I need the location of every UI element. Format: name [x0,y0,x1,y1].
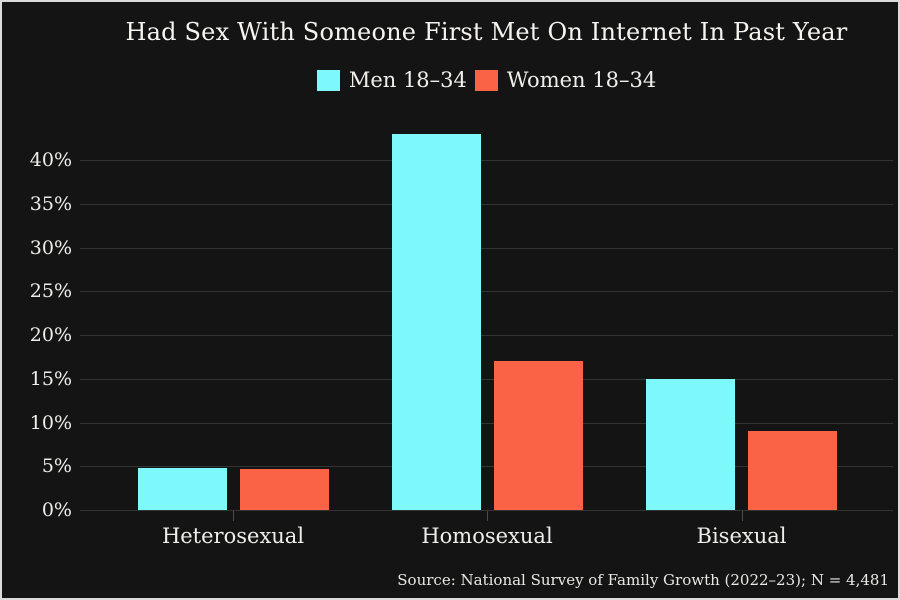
gridline-35 [80,203,893,205]
gridline-0 [80,510,893,511]
bar-men-homosexual [391,133,481,510]
legend-label-women: Women 18–34 [506,68,657,92]
category-label-bisexual: Bisexual [696,524,787,548]
y-tick-label-0: 0% [41,499,72,521]
gridline-10 [80,422,893,424]
y-tick-label-5: 5% [41,455,72,478]
category-label-heterosexual: Heterosexual [161,524,305,548]
legend-item-women: Women 18–34 [474,68,657,92]
legend: Men 18–34 Women 18–34 [80,66,893,94]
y-tick-label-15: 15% [29,367,72,390]
gridline-30 [80,247,893,249]
x-tick-bisexual [741,511,743,521]
bar-women-bisexual [748,431,837,510]
bar-men-heterosexual [137,468,227,510]
x-tick-heterosexual [233,511,234,521]
bar-men-bisexual [646,378,735,510]
y-tick-label-35: 35% [29,192,72,215]
y-tick-label-10: 10% [29,411,72,434]
bar-women-heterosexual [239,468,329,510]
legend-swatch-women [474,69,498,91]
gridline-15 [80,378,893,380]
y-tick-label-20: 20% [29,324,72,346]
legend-label-men: Men 18–34 [348,68,467,92]
source-note: Source: National Survey of Family Growth… [397,571,889,589]
gridline-25 [80,291,893,293]
gridline-40 [80,160,893,161]
y-tick-label-30: 30% [29,236,72,259]
y-tick-label-25: 25% [29,280,72,303]
gridline-5 [80,466,893,468]
legend-swatch-men [316,69,340,91]
bar-women-homosexual [493,361,583,510]
x-tick-homosexual [487,511,488,521]
chart-title: Had Sex With Someone First Met On Intern… [125,18,848,46]
category-label-homosexual: Homosexual [421,524,553,548]
y-tick-label-40: 40% [29,149,72,171]
legend-item-men: Men 18–34 [316,68,467,92]
gridline-20 [80,335,893,336]
